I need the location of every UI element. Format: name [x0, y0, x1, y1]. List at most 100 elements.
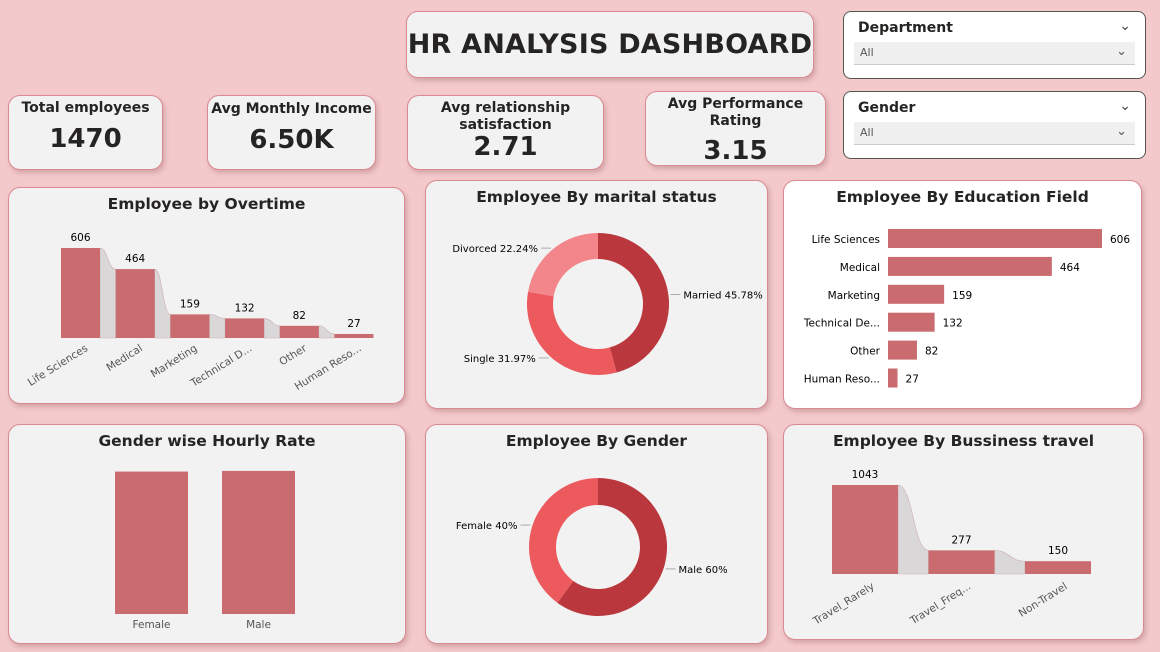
kpi-label: Avg Performance Rating	[667, 96, 804, 129]
overtime-chart: 606 Life Sciences 464 Medical 159 Marketing 13…	[26, 232, 374, 393]
axis-tick-label: Travel_Rarely	[810, 580, 876, 628]
data-label: 159	[952, 290, 972, 302]
data-label: 277	[951, 534, 971, 546]
department-slicer-label: Department	[858, 20, 953, 36]
chart-title: Employee By marital status	[476, 188, 717, 206]
data-label: 606	[70, 232, 90, 244]
kpi-avg-relationship-satisfaction: Avg relationship satisfaction 2.71	[407, 95, 604, 170]
bar	[928, 550, 995, 574]
chart-title: Gender wise Hourly Rate	[98, 432, 316, 450]
data-label: 82	[293, 310, 306, 322]
dashboard-title-card: HR ANALYSIS DASHBOARD	[406, 11, 814, 78]
data-label: Single 31.97%	[464, 354, 536, 365]
ribbon-connector	[897, 484, 929, 575]
data-label: Divorced 22.24%	[452, 244, 538, 255]
data-label: Male 60%	[679, 565, 728, 576]
axis-tick-label: Life Sciences	[26, 342, 90, 388]
hourly-rate-chart-card: Gender wise Hourly Rate Female Male	[8, 424, 406, 644]
department-slicer[interactable]: Department ⌄ All ⌄	[843, 11, 1146, 79]
ribbon-connector	[99, 247, 116, 339]
data-label: 1043	[852, 469, 879, 481]
education-chart-card: Employee By Education Field 606 Life Scie…	[783, 180, 1142, 409]
axis-tick-label: Medical	[840, 262, 880, 274]
department-dropdown-value: All	[860, 46, 874, 59]
axis-tick-label: Human Reso...	[804, 374, 880, 386]
kpi-value: 1470	[49, 124, 122, 154]
axis-tick-label: Medical	[104, 342, 144, 373]
kpi-label: Avg Monthly Income	[211, 101, 372, 117]
axis-tick-label: Non-Travel	[1017, 580, 1070, 619]
kpi-avg-monthly-income: Avg Monthly Income 6.50K	[207, 95, 376, 170]
axis-tick-label: Marketing	[149, 342, 200, 380]
chevron-down-icon[interactable]: ⌄	[1119, 98, 1131, 114]
chart-title: Employee by Overtime	[107, 195, 306, 213]
kpi-total-employees: Total employees 1470	[8, 95, 163, 170]
travel-chart-card: Employee By Bussiness travel 1043 Travel_…	[783, 424, 1144, 640]
data-label: 27	[347, 318, 360, 330]
data-label: 150	[1048, 545, 1068, 557]
bar	[170, 314, 210, 338]
data-label: Female 40%	[456, 521, 518, 532]
data-label: 159	[180, 298, 200, 310]
axis-tick-label: Other	[850, 346, 880, 358]
ribbon-connector	[209, 314, 226, 339]
chevron-down-icon[interactable]: ⌄	[1119, 18, 1131, 34]
ribbon-connector	[154, 268, 171, 339]
bar	[334, 333, 374, 338]
axis-tick-label: Male	[246, 619, 271, 631]
data-label: 132	[235, 302, 255, 314]
bar	[61, 248, 100, 338]
chart-title: Employee By Education Field	[836, 188, 1089, 206]
hourly-rate-chart: Female Male	[115, 470, 295, 631]
axis-tick-label: Other	[277, 342, 309, 368]
data-label: 464	[125, 253, 145, 265]
bar	[115, 471, 188, 614]
chevron-down-icon: ⌄	[1116, 124, 1127, 139]
ribbon-connector	[994, 550, 1026, 575]
data-label: 132	[943, 318, 963, 330]
axis-tick-label: Life Sciences	[812, 234, 880, 246]
kpi-value: 3.15	[703, 136, 768, 166]
axis-tick-label: Technical D...	[188, 342, 254, 390]
axis-tick-label: Marketing	[828, 290, 880, 302]
chart-title: Employee By Gender	[505, 432, 688, 450]
bar	[279, 325, 319, 338]
gender-chart: Male 60% Female 40%	[456, 478, 728, 616]
kpi-label: Total employees	[21, 100, 150, 116]
data-label: 464	[1060, 262, 1080, 274]
bar	[832, 485, 898, 574]
slice	[527, 291, 617, 375]
bar	[225, 318, 265, 338]
slice	[529, 478, 598, 603]
kpi-avg-performance-rating: Avg Performance Rating 3.15	[645, 91, 826, 166]
ribbon-connector	[318, 325, 335, 339]
travel-chart: 1043 Travel_Rarely 277 Travel_Freq... 150 Non…	[810, 469, 1091, 628]
axis-tick-label: Travel_Freq...	[907, 580, 973, 627]
bar	[222, 470, 295, 614]
gender-chart-card: Employee By Gender Male 60% Female 40%	[425, 424, 768, 644]
gender-dropdown-value: All	[860, 126, 874, 139]
gender-dropdown[interactable]: All ⌄	[854, 122, 1135, 145]
chart-title: Employee By Bussiness travel	[832, 432, 1095, 450]
bar	[1025, 561, 1091, 574]
kpi-value: 6.50K	[249, 125, 334, 155]
gender-slicer[interactable]: Gender ⌄ All ⌄	[843, 91, 1146, 159]
data-label: Married 45.78%	[683, 290, 762, 301]
chevron-down-icon: ⌄	[1116, 44, 1127, 59]
slice	[598, 233, 669, 373]
bar	[888, 229, 1102, 248]
gender-slicer-label: Gender	[858, 100, 916, 116]
education-chart: 606 Life Sciences 464 Medical 159 Marketing 13…	[803, 229, 1130, 388]
dashboard-title: HR ANALYSIS DASHBOARD	[407, 29, 813, 60]
axis-tick-label: Technical De...	[803, 318, 880, 330]
department-dropdown[interactable]: All ⌄	[854, 42, 1135, 65]
ribbon-connector	[263, 318, 281, 339]
slice	[528, 233, 598, 297]
bar	[888, 340, 917, 360]
overtime-chart-card: Employee by Overtime 606 Life Sciences 464…	[8, 187, 405, 404]
bar	[888, 312, 935, 332]
bar	[888, 368, 898, 388]
bar	[115, 269, 155, 338]
bar	[888, 284, 945, 304]
data-label: 27	[906, 374, 919, 386]
